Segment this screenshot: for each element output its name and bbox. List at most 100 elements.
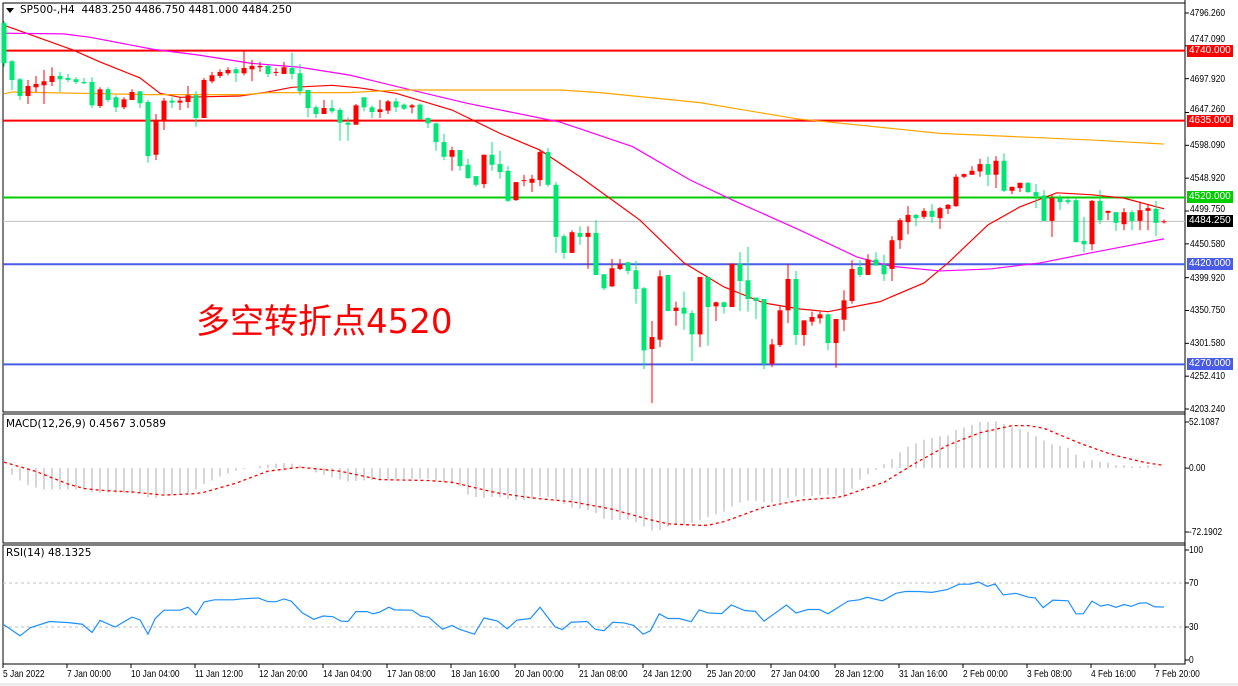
- candle-body: [625, 262, 631, 271]
- candle-body: [289, 67, 295, 74]
- candle: [849, 260, 855, 304]
- candle-body: [281, 67, 287, 74]
- candle-body: [529, 178, 535, 183]
- candle-body: [537, 152, 543, 181]
- candle: [905, 206, 911, 235]
- candle: [969, 166, 975, 175]
- candle: [273, 67, 279, 76]
- price-tick-label: 4350.750: [1190, 304, 1226, 316]
- candle: [945, 204, 951, 215]
- macd-tick-label: 52.1087: [1189, 416, 1220, 428]
- candle-body: [969, 170, 975, 175]
- candle: [833, 319, 839, 368]
- candle: [681, 291, 687, 330]
- candle-body: [905, 214, 911, 223]
- candle: [753, 297, 759, 320]
- time-tick-label: 5 Jan 2022: [3, 668, 45, 680]
- time-tick-label: 7 Jan 00:00: [67, 668, 111, 680]
- time-tick-label: 25 Jan 20:00: [707, 668, 756, 680]
- candle-body: [665, 274, 671, 311]
- candle-body: [113, 97, 119, 108]
- candle: [585, 226, 591, 269]
- price-tick-label: 4697.920: [1190, 73, 1226, 85]
- candle-body: [1105, 210, 1111, 213]
- candle: [937, 206, 943, 229]
- time-tick-label: 28 Jan 12:00: [835, 668, 884, 680]
- candle: [537, 150, 543, 187]
- candle: [617, 258, 623, 271]
- candle-body: [33, 83, 39, 88]
- candle: [369, 105, 375, 119]
- candle: [1121, 208, 1127, 231]
- candle: [265, 65, 271, 78]
- candle-body: [193, 95, 199, 119]
- candle-body: [313, 107, 319, 115]
- candle-body: [745, 280, 751, 299]
- candle-body: [657, 276, 663, 340]
- candle-body: [401, 104, 407, 109]
- candle-body: [945, 204, 951, 209]
- candle: [1009, 186, 1015, 195]
- macd-tick-label: 0.00: [1189, 462, 1206, 474]
- candle-body: [721, 302, 727, 307]
- dropdown-triangle-icon[interactable]: [6, 7, 14, 13]
- rsi-tick-label: 100: [1189, 544, 1204, 556]
- candle-body: [1145, 208, 1151, 211]
- candle-body: [737, 263, 743, 281]
- candle: [377, 99, 383, 119]
- candle: [297, 63, 303, 96]
- candle: [553, 182, 559, 253]
- candle-body: [425, 118, 431, 124]
- candle-body: [785, 278, 791, 311]
- candle: [601, 274, 607, 291]
- candle-body: [913, 214, 919, 219]
- rsi-tick-label: 0: [1189, 654, 1194, 666]
- price-tick-label: 4747.090: [1190, 33, 1226, 45]
- price-tick-label: 4548.920: [1190, 172, 1226, 184]
- time-tick-label: 27 Jan 04:00: [771, 668, 820, 680]
- candle-body: [985, 164, 991, 175]
- candle-body: [1097, 200, 1103, 221]
- candle: [1001, 153, 1007, 193]
- price-tick-label: 4203.240: [1190, 403, 1226, 415]
- candle: [169, 97, 175, 108]
- candle: [489, 142, 495, 171]
- time-tick-label: 4 Feb 16:00: [1091, 668, 1136, 680]
- candle-body: [89, 81, 95, 106]
- candle: [809, 311, 815, 326]
- candle: [345, 117, 351, 141]
- candle: [841, 290, 847, 332]
- candle: [529, 174, 535, 193]
- candle: [1145, 204, 1151, 231]
- candle: [41, 69, 47, 104]
- candle: [593, 220, 599, 275]
- candle: [289, 52, 295, 80]
- candle: [1025, 182, 1031, 193]
- macd-tick-label: -72.1902: [1189, 526, 1223, 538]
- candle-body: [185, 95, 191, 102]
- time-tick-label: 12 Jan 20:00: [259, 668, 308, 680]
- candle: [257, 61, 263, 72]
- candle: [689, 310, 695, 362]
- time-tick-label: 31 Jan 16:00: [899, 668, 948, 680]
- price-tick-label: 4301.580: [1190, 337, 1226, 349]
- candle: [1105, 210, 1111, 221]
- candle: [385, 99, 391, 115]
- candle: [1041, 190, 1047, 221]
- candle: [673, 301, 679, 326]
- candle: [1017, 182, 1023, 193]
- candle: [785, 264, 791, 324]
- candle-body: [233, 69, 239, 74]
- candle-body: [977, 164, 983, 172]
- candle-body: [929, 210, 935, 217]
- level-price-box: 4270.000: [1187, 358, 1233, 370]
- candle: [417, 103, 423, 120]
- candle-body: [433, 123, 439, 143]
- candle-body: [41, 81, 47, 86]
- candle: [561, 234, 567, 259]
- candle: [817, 311, 823, 324]
- candle: [1153, 200, 1159, 237]
- candle: [121, 97, 127, 110]
- candle-body: [57, 75, 63, 80]
